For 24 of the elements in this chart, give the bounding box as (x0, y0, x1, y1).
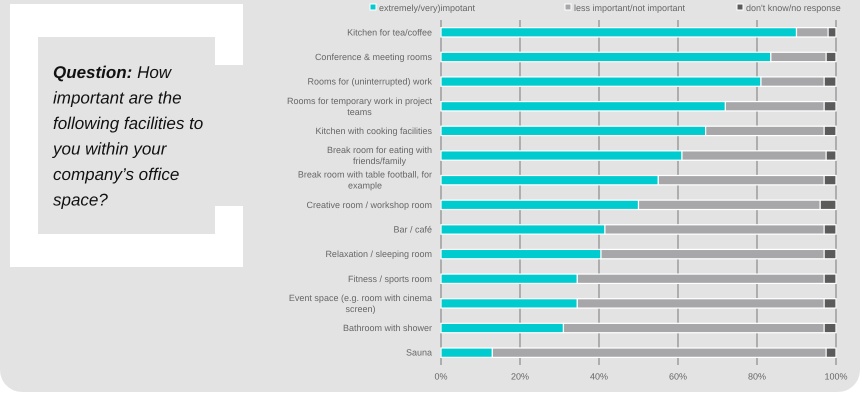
legend-label: less important/not important (574, 3, 686, 13)
x-tick-label: 20% (510, 371, 530, 382)
y-tick-label: Relaxation / sleeping room (325, 249, 432, 260)
y-tick-label: Break room for eating with friends/family (326, 145, 432, 166)
y-tick-label: Bar / café (393, 224, 432, 234)
y-tick-label: Fitness / sports room (348, 274, 432, 284)
y-tick-label: Event space (e.g. room with cinema screen) (288, 292, 432, 314)
y-tick-label: Break room with table football, for example (298, 170, 432, 191)
x-tick-label: 0% (434, 371, 448, 382)
y-tick-label: Creative room / workshop room (306, 200, 432, 210)
legend-label: extremely/very)impotant (379, 3, 476, 13)
y-tick-label: Bathroom with shower (342, 323, 432, 334)
legend-label: don't know/no response (746, 3, 841, 13)
y-tick-label: Rooms for (uninterrupted) work (307, 76, 432, 87)
chart-title: Question: How important are the following facilities to you within your company’s office space? (53, 63, 204, 210)
y-tick-label: Rooms for temporary work in project teams (286, 96, 432, 117)
y-tick-label: Kitchen for tea/coffee (347, 27, 432, 38)
y-tick-label: Kitchen with cooking facilities (315, 126, 432, 136)
x-tick-label: 80% (748, 371, 766, 382)
x-tick-label: 40% (590, 371, 608, 382)
x-tick-label: 100% (824, 371, 848, 382)
y-tick-label: Sauna (406, 348, 432, 358)
y-tick-label: Conference & meeting rooms (314, 52, 432, 62)
x-tick-label: 60% (668, 371, 688, 382)
